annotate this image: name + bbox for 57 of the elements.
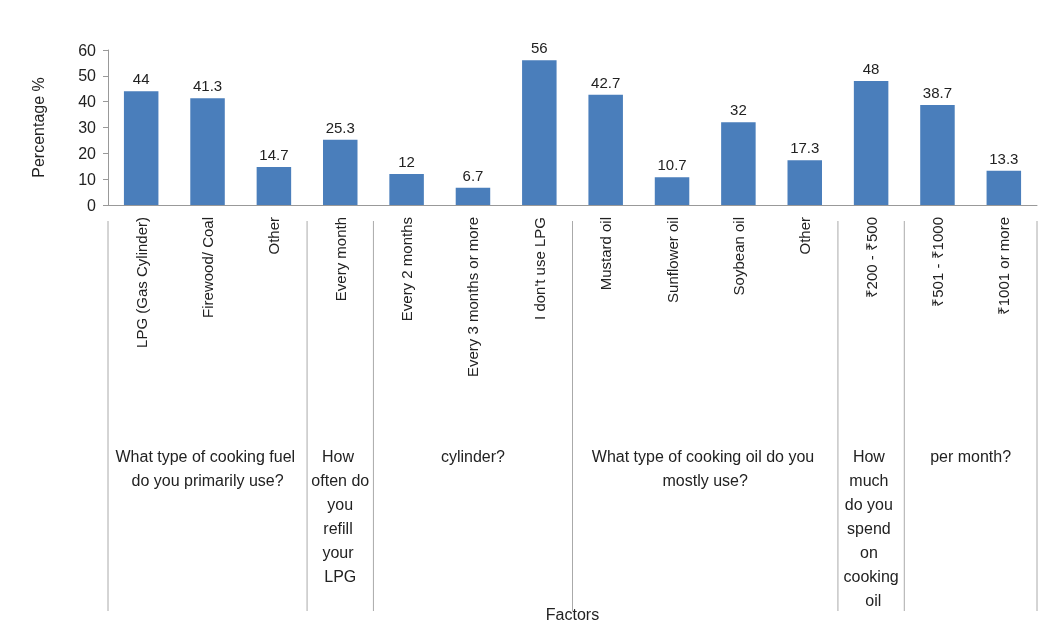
x-tick-label: Other bbox=[265, 217, 283, 255]
bar bbox=[389, 174, 424, 205]
x-tick-label: Mustard oil bbox=[597, 217, 615, 291]
x-tick-label: ₹1001 or more bbox=[995, 217, 1013, 316]
x-tick-label: Every month bbox=[331, 217, 349, 302]
text: What type of cooking fuel do you primarily use? bbox=[115, 447, 300, 489]
x-tick-label: LPG (Gas Cylinder) bbox=[132, 217, 150, 348]
data-label: 10.7 bbox=[657, 156, 687, 174]
y-tick-label: 30 bbox=[78, 119, 97, 136]
text: per month? bbox=[930, 447, 1012, 465]
y-tick-label: 60 bbox=[78, 41, 97, 59]
data-label: 6.7 bbox=[462, 166, 484, 184]
x-tick-label: Every 2 months bbox=[398, 217, 416, 322]
x-tick-label: I don't use LPG bbox=[530, 217, 548, 320]
y-tick-label: 0 bbox=[87, 196, 97, 214]
data-label: 41.3 bbox=[192, 77, 223, 95]
data-label: 13.3 bbox=[989, 149, 1019, 167]
text: How often do you refill your LPG bbox=[311, 447, 370, 585]
bar bbox=[721, 122, 756, 205]
data-label: 25.3 bbox=[325, 118, 355, 136]
text: What type of cooking oil do you mostly use? bbox=[591, 447, 819, 489]
x-tick-label: ₹200 - ₹500 bbox=[862, 217, 880, 299]
text: Factors bbox=[545, 605, 600, 623]
bar bbox=[323, 139, 358, 205]
x-tick-label: ₹501 - ₹1000 bbox=[928, 217, 946, 307]
bar bbox=[787, 160, 822, 205]
bar bbox=[455, 187, 491, 205]
y-tick-label: 40 bbox=[78, 93, 97, 111]
bar bbox=[588, 94, 623, 205]
y-tick-label: 20 bbox=[78, 144, 97, 162]
x-tick-label: Soybean oil bbox=[729, 217, 747, 296]
x-tick-label: Other bbox=[796, 217, 814, 255]
y-axis-title: Percentage % bbox=[29, 77, 47, 178]
data-label: 12 bbox=[398, 153, 415, 170]
data-label: 32 bbox=[730, 101, 747, 119]
x-tick-label: Every 3 months or more bbox=[464, 217, 482, 378]
x-tick-label: Sunflower oil bbox=[663, 217, 681, 303]
data-label: 17.3 bbox=[790, 139, 820, 157]
bar bbox=[853, 81, 889, 205]
bar bbox=[654, 177, 690, 205]
data-label: 48 bbox=[862, 60, 880, 77]
data-label: 14.7 bbox=[259, 146, 289, 164]
data-label: 42.7 bbox=[591, 73, 621, 91]
text: cylinder? bbox=[440, 447, 506, 465]
text: How much do you spend on cooking oil bbox=[843, 447, 899, 609]
data-label: 44 bbox=[132, 70, 150, 88]
bar bbox=[190, 98, 225, 205]
data-label: 38.7 bbox=[922, 84, 953, 102]
bar bbox=[920, 105, 955, 205]
bar bbox=[256, 167, 292, 205]
y-tick-label: 10 bbox=[78, 170, 97, 188]
bar bbox=[123, 91, 159, 205]
bar bbox=[522, 60, 557, 205]
y-tick-label: 50 bbox=[78, 67, 97, 85]
bar bbox=[986, 170, 1022, 205]
x-tick-label: Firewood/ Coal bbox=[199, 217, 217, 318]
data-label: 56 bbox=[530, 39, 548, 57]
